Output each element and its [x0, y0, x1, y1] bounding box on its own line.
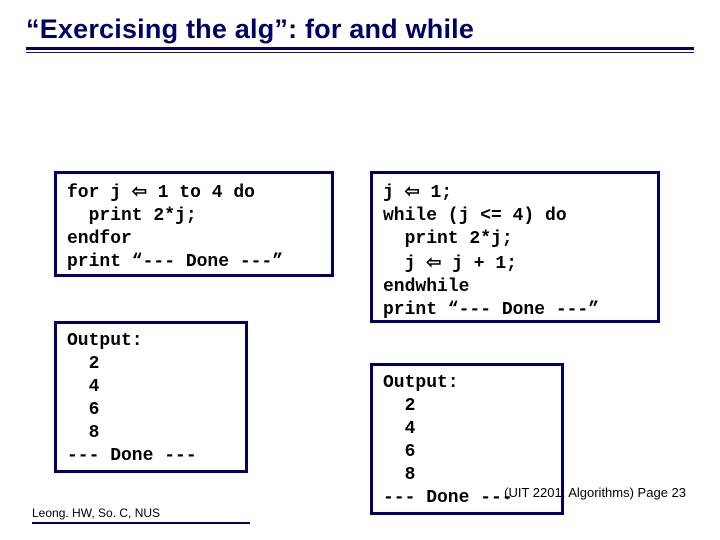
slide: “Exercising the alg”: for and while for …: [0, 0, 720, 540]
title-thinrule: [26, 52, 694, 53]
for-loop-output-box: Output: 2 4 6 8 --- Done ---: [54, 321, 248, 473]
title-region: “Exercising the alg”: for and while: [0, 0, 720, 57]
footer-right: (UIT 2201: Algorithms) Page 23: [504, 485, 686, 500]
footer-left: Leong. HW, So. C, NUS: [32, 506, 250, 524]
slide-title: “Exercising the alg”: for and while: [26, 14, 694, 45]
content-area: for j ⇦ 1 to 4 do print 2*j; endfor prin…: [0, 57, 720, 477]
while-loop-code-box: j ⇦ 1; while (j <= 4) do print 2*j; j ⇦ …: [370, 171, 660, 323]
title-underline: [26, 47, 694, 50]
for-loop-code-box: for j ⇦ 1 to 4 do print 2*j; endfor prin…: [54, 171, 334, 277]
